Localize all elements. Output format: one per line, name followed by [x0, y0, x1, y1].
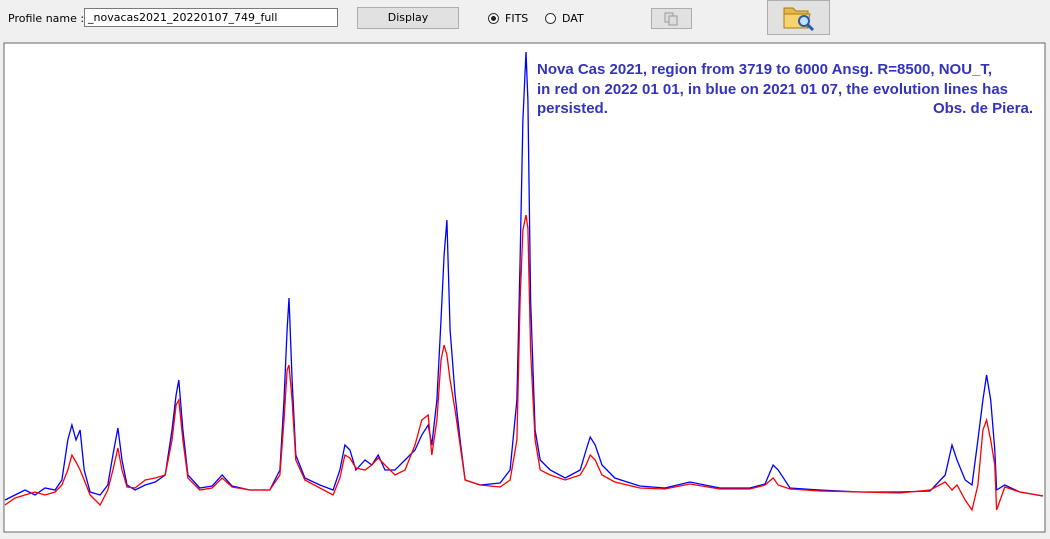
display-button[interactable]: Display: [357, 7, 459, 29]
radio-dat[interactable]: DAT: [545, 12, 584, 25]
profile-label: Profile name :: [8, 12, 85, 25]
plot-area: [3, 42, 1046, 533]
copy-button[interactable]: [651, 8, 692, 29]
folder-icon: [783, 7, 815, 32]
annotation: in red on 2022 01 01, in blue on 2021 01…: [537, 81, 1008, 98]
radio-circle: [488, 13, 499, 24]
radio-dot: [491, 16, 496, 21]
profile-input[interactable]: _novacas2021_20220107_749_full: [84, 8, 338, 27]
spectrum-line: [4, 214, 1044, 512]
spectrum-line: [4, 51, 1044, 501]
radio-label: DAT: [562, 12, 584, 25]
copy-icon: [664, 12, 678, 26]
open-folder-button[interactable]: [767, 0, 830, 35]
radio-circle: [545, 13, 556, 24]
annotation: Obs. de Piera.: [933, 100, 1033, 117]
radio-fits[interactable]: FITS: [488, 12, 528, 25]
annotation: persisted.: [537, 100, 608, 117]
radio-label: FITS: [505, 12, 529, 25]
annotation: Nova Cas 2021, region from 3719 to 6000 …: [537, 61, 992, 78]
